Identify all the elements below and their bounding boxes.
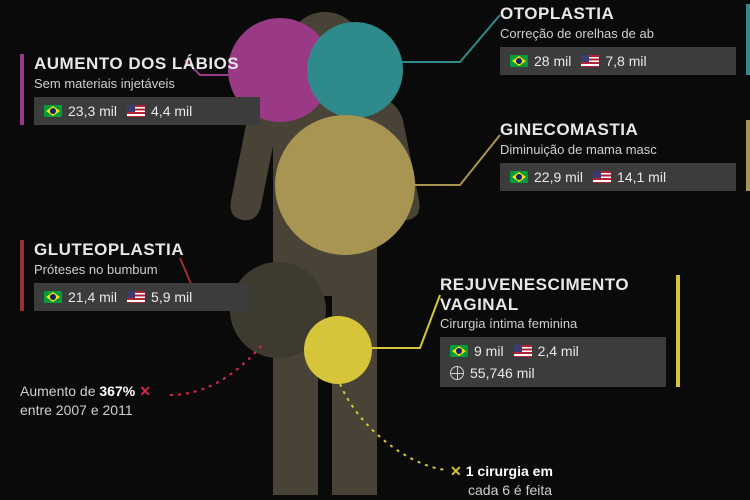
flag-us-icon — [514, 345, 532, 357]
note-text: Aumento de — [20, 383, 99, 399]
x-mark-icon: ✕ — [139, 383, 151, 399]
stat-us: 7,8 mil — [605, 53, 646, 69]
flag-br-icon — [44, 291, 62, 303]
x-mark-icon: ✕ — [450, 463, 462, 479]
stat-br: 21,4 mil — [68, 289, 117, 305]
circle-gineco — [275, 115, 415, 255]
flag-us-icon — [581, 55, 599, 67]
card-stats: 23,3 mil 4,4 mil — [34, 97, 260, 125]
stat-us: 5,9 mil — [151, 289, 192, 305]
stat-br: 28 mil — [534, 53, 571, 69]
note-bottom: ✕1 cirurgia em cada 6 é feita — [450, 462, 553, 500]
flag-us-icon — [127, 105, 145, 117]
card-stats: 21,4 mil 5,9 mil — [34, 283, 250, 311]
stat-us: 4,4 mil — [151, 103, 192, 119]
card-title: AUMENTO DOS LÁBIOS — [34, 54, 260, 74]
flag-us-icon — [127, 291, 145, 303]
stat-br: 9 mil — [474, 343, 504, 359]
card-title: OTOPLASTIA — [500, 4, 736, 24]
card-title: REJUVENESCIMENTO VAGINAL — [440, 275, 666, 314]
card-stats: 9 mil 2,4 mil 55,746 mil — [440, 337, 666, 387]
stat-world: 55,746 mil — [470, 365, 535, 381]
note-bold: 367% — [99, 383, 135, 399]
infographic-stage: AUMENTO DOS LÁBIOS Sem materiais injetáv… — [0, 0, 750, 500]
card-title: GINECOMASTIA — [500, 120, 736, 140]
card-gluteo: GLUTEOPLASTIA Próteses no bumbum 21,4 mi… — [20, 240, 250, 311]
note-text: cada 6 é feita — [468, 482, 552, 498]
card-stats: 22,9 mil 14,1 mil — [500, 163, 736, 191]
circle-vaginal — [304, 316, 372, 384]
card-oto: OTOPLASTIA Correção de orelhas de ab 28 … — [500, 4, 750, 75]
flag-br-icon — [510, 55, 528, 67]
note-text: entre 2007 e 2011 — [20, 402, 133, 418]
note-bold: 1 cirurgia em — [466, 463, 553, 479]
card-subtitle: Diminuição de mama masc — [500, 142, 736, 157]
card-vaginal: REJUVENESCIMENTO VAGINAL Cirurgia íntima… — [440, 275, 680, 387]
card-subtitle: Correção de orelhas de ab — [500, 26, 736, 41]
card-subtitle: Próteses no bumbum — [34, 262, 250, 277]
card-stats: 28 mil 7,8 mil — [500, 47, 736, 75]
stat-br: 22,9 mil — [534, 169, 583, 185]
flag-br-icon — [510, 171, 528, 183]
card-title: GLUTEOPLASTIA — [34, 240, 250, 260]
circle-oto — [307, 22, 403, 118]
flag-br-icon — [450, 345, 468, 357]
card-gineco: GINECOMASTIA Diminuição de mama masc 22,… — [500, 120, 750, 191]
card-labios: AUMENTO DOS LÁBIOS Sem materiais injetáv… — [20, 54, 260, 125]
stat-us: 14,1 mil — [617, 169, 666, 185]
globe-icon — [450, 366, 464, 380]
stat-br: 23,3 mil — [68, 103, 117, 119]
card-subtitle: Sem materiais injetáveis — [34, 76, 260, 91]
stat-us: 2,4 mil — [538, 343, 579, 359]
note-increase: Aumento de 367%✕ entre 2007 e 2011 — [20, 382, 151, 420]
card-subtitle: Cirurgia íntima feminina — [440, 316, 666, 331]
flag-br-icon — [44, 105, 62, 117]
flag-us-icon — [593, 171, 611, 183]
